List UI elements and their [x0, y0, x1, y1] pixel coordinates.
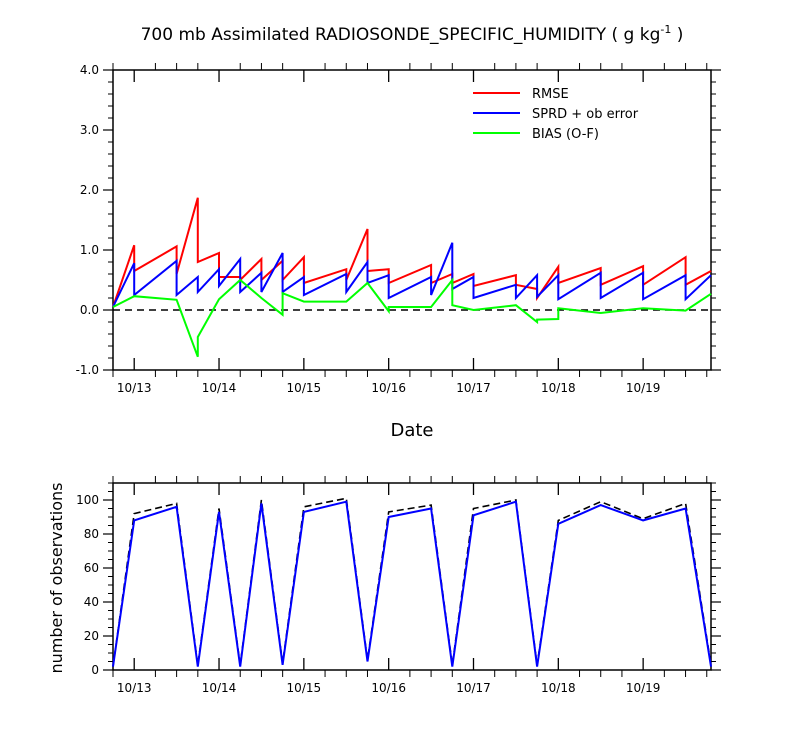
chart-title-exponent: -1 [660, 23, 671, 36]
top-plot-frame [112, 69, 712, 371]
legend-label: BIAS (O-F) [532, 127, 599, 142]
legend-label: RMSE [532, 87, 569, 102]
bottom-x-tick-label: 10/14 [202, 681, 237, 695]
bottom-y-tick-label: 20 [84, 629, 99, 643]
series-line-bias-o-f [112, 277, 712, 358]
top-y-tick-label: 3.0 [80, 123, 99, 137]
top-y-tick-label: -1.0 [76, 363, 99, 377]
top-y-tick-label: 0.0 [80, 303, 99, 317]
top-x-tick-label: 10/13 [117, 381, 152, 395]
series-line-rmse [112, 197, 712, 308]
bottom-x-tick-label: 10/17 [456, 681, 491, 695]
bottom-y-tick-label: 100 [76, 493, 99, 507]
bottom-x-tick-label: 10/13 [117, 681, 152, 695]
top-y-tick-label: 2.0 [80, 183, 99, 197]
y-axis-title-observations: number of observations [47, 483, 66, 674]
top-x-tick-label: 10/17 [456, 381, 491, 395]
top-x-tick-label: 10/18 [541, 381, 576, 395]
series-line-sprd-ob-error [112, 242, 712, 308]
top-axes: 10/13 10/14 10/15 10/16 10/17 10/18 10/19 -1.0 0… [76, 63, 721, 395]
chart-title: 700 mb Assimilated RADIOSONDE_SPECIFIC_H… [141, 23, 684, 45]
bottom-x-tick-label: 10/18 [541, 681, 576, 695]
top-x-tick-label: 10/19 [626, 381, 661, 395]
top-x-tick-label: 10/16 [371, 381, 406, 395]
bottom-y-tick-label: 60 [84, 561, 99, 575]
series-line-assimilated-observations [112, 500, 712, 667]
legend: RMSE SPRD + ob error BIAS (O-F) [473, 87, 639, 142]
x-axis-title: Date [390, 420, 433, 441]
top-y-tick-label: 1.0 [80, 243, 99, 257]
top-y-tick-label: 4.0 [80, 63, 99, 77]
chart-title-main: 700 mb Assimilated RADIOSONDE_SPECIFIC_H… [141, 25, 661, 45]
chart-title-suffix: ) [671, 25, 683, 45]
bottom-x-tick-label: 10/16 [371, 681, 406, 695]
bottom-x-tick-label: 10/15 [287, 681, 322, 695]
bottom-y-tick-label: 0 [91, 663, 99, 677]
bottom-panel-plot: 10/13 10/14 10/15 10/16 10/17 10/18 10/19 0 20 40… [76, 476, 721, 695]
top-series-group [112, 197, 712, 358]
bottom-axes: 10/13 10/14 10/15 10/16 10/17 10/18 10/19 0 20 40… [76, 476, 721, 695]
bottom-plot-frame [112, 482, 712, 671]
bottom-x-tick-label: 10/19 [626, 681, 661, 695]
bottom-y-tick-label: 40 [84, 595, 99, 609]
bottom-y-tick-label: 80 [84, 527, 99, 541]
top-panel-plot: 10/13 10/14 10/15 10/16 10/17 10/18 10/19 -1.0 0… [76, 63, 721, 395]
top-x-tick-label: 10/14 [202, 381, 237, 395]
top-x-tick-label: 10/15 [287, 381, 322, 395]
legend-label: SPRD + ob error [532, 107, 639, 122]
bottom-series-group [112, 497, 712, 667]
series-line-possible-observations [112, 497, 712, 667]
